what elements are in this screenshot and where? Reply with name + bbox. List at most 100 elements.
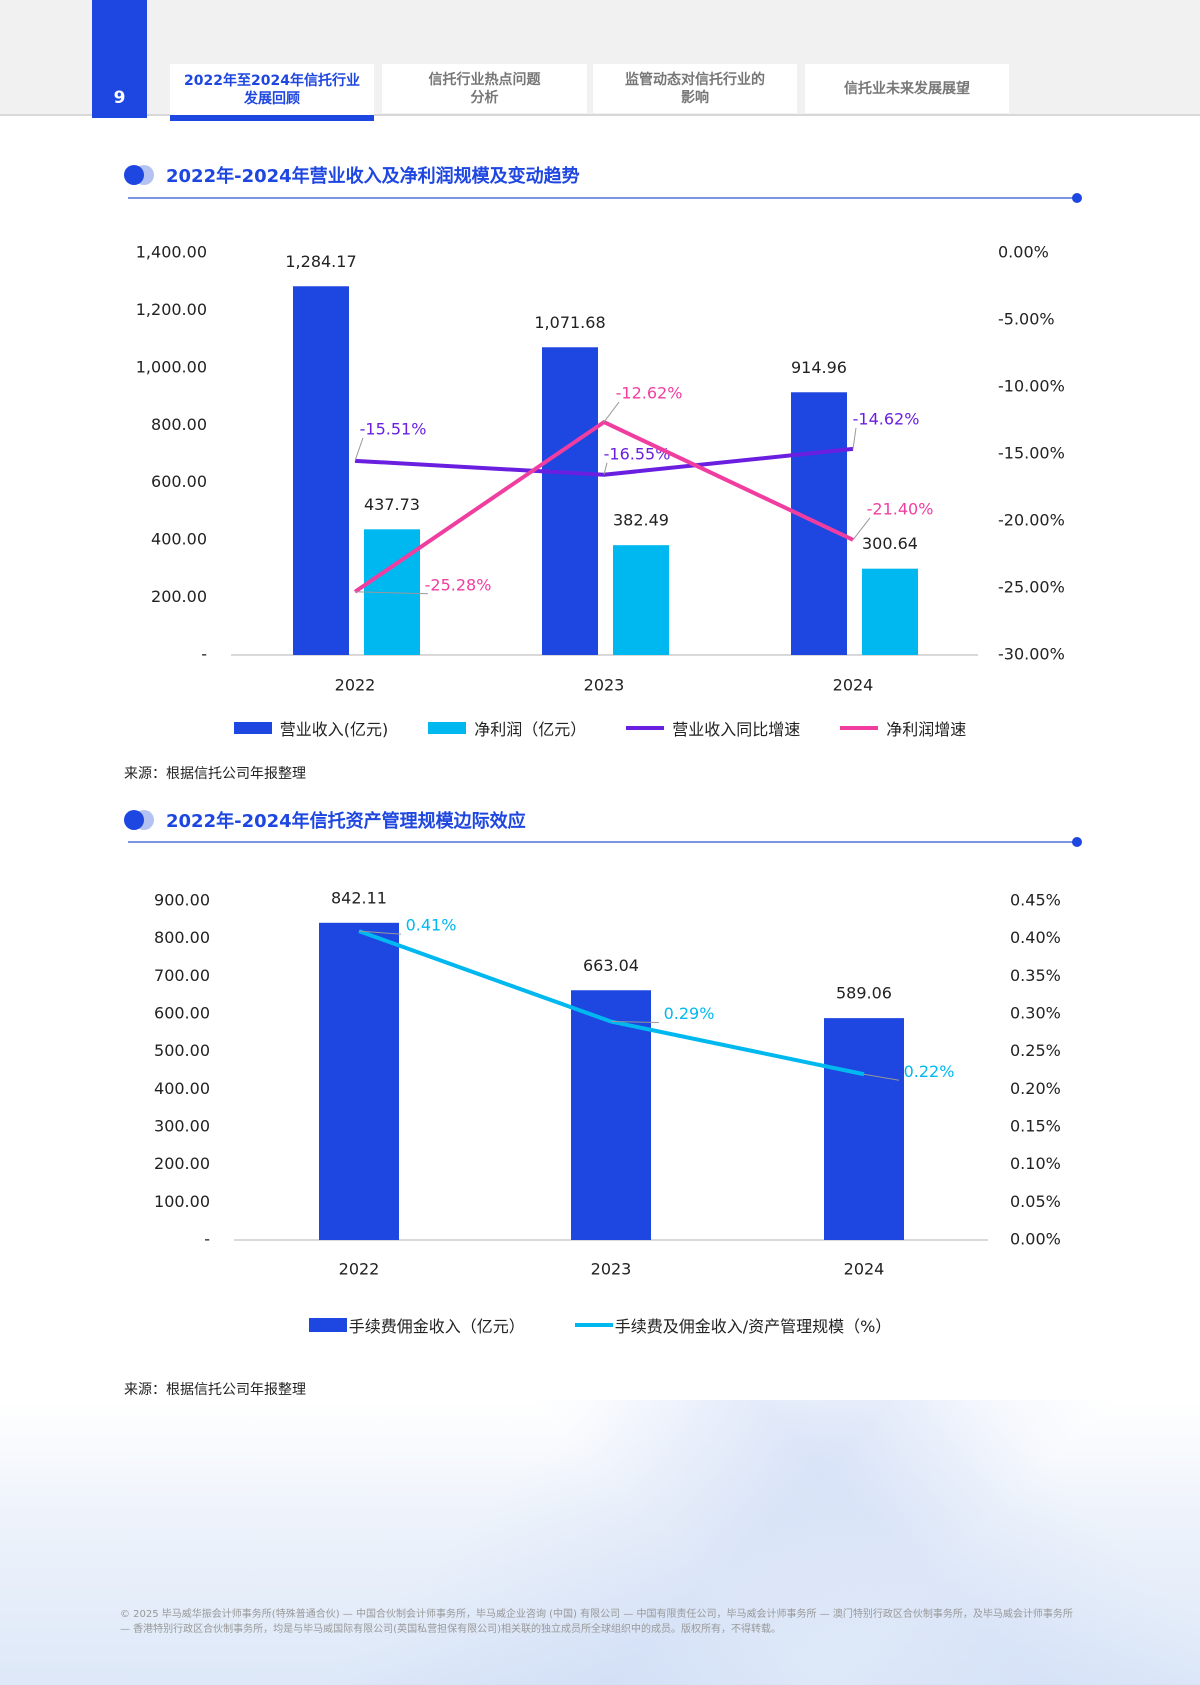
leader-line <box>354 437 364 461</box>
left-tick-label: 500.00 <box>154 1041 210 1060</box>
bar-value-label: 382.49 <box>613 511 669 530</box>
leader-line <box>852 427 857 449</box>
line-value-label: -16.55% <box>604 444 671 463</box>
line-value-label: -14.62% <box>853 409 920 428</box>
x-tick-label: 2023 <box>584 676 625 695</box>
right-tick-label: -30.00% <box>998 645 1065 664</box>
bar-value-label: 842.11 <box>331 888 387 907</box>
tab-outlook[interactable]: 信托业未来发展展望 <box>805 64 1009 113</box>
right-tick-label: -5.00% <box>998 310 1055 329</box>
legend-swatch <box>428 722 467 734</box>
legend-label: 净利润（亿元） <box>474 720 587 739</box>
tab-review[interactable]: 2022年至2024年信托行业 发展回顾 <box>170 64 374 121</box>
bar <box>824 1018 904 1240</box>
right-tick-label: 0.20% <box>1010 1079 1061 1098</box>
legend-item: 净利润（亿元） <box>428 716 586 740</box>
left-tick-label: 300.00 <box>154 1117 210 1136</box>
line-value-label: -25.28% <box>425 575 492 594</box>
left-tick-label: - <box>201 645 207 664</box>
tab-hot-issues[interactable]: 信托行业热点问题 分析 <box>382 64 587 113</box>
legend-swatch <box>233 722 272 734</box>
legend-item: 净利润增速 <box>840 716 966 740</box>
legend-label: 手续费佣金收入（亿元） <box>348 1317 525 1336</box>
section1-divider <box>128 193 1082 203</box>
chart2-legend: 手续费佣金收入（亿元） 手续费及佣金收入/资产管理规模（%） <box>0 1313 1200 1337</box>
legend-label: 净利润增速 <box>886 720 967 739</box>
bar-value-label: 1,071.68 <box>534 313 605 332</box>
right-tick-label: -25.00% <box>998 578 1065 597</box>
chart1-legend: 营业收入(亿元) 净利润（亿元） 营业收入同比增速 净利润增速 <box>0 716 1200 740</box>
bar <box>542 347 598 655</box>
left-tick-label: - <box>204 1230 210 1249</box>
section2-title: 2022年-2024年信托资产管理规模边际效应 <box>124 807 526 833</box>
leader-line <box>863 1073 900 1081</box>
right-tick-label: 0.30% <box>1010 1004 1061 1023</box>
right-tick-label: 0.45% <box>1010 891 1061 910</box>
legend-label: 营业收入同比增速 <box>672 720 801 739</box>
bar-value-label: 437.73 <box>364 495 420 514</box>
x-tick-label: 2024 <box>833 676 874 695</box>
right-tick-label: -20.00% <box>998 511 1065 530</box>
leader-line <box>610 1021 660 1024</box>
right-tick-label: 0.40% <box>1010 928 1061 947</box>
copyright-footer: © 2025 毕马威华振会计师事务所(特殊普通合伙) — 中国合伙制会计师事务所… <box>120 1609 1073 1635</box>
legend-swatch <box>626 726 665 730</box>
left-tick-label: 800.00 <box>151 415 207 434</box>
bar-value-label: 663.04 <box>583 956 639 975</box>
bar-value-label: 914.96 <box>791 358 847 377</box>
x-tick-label: 2022 <box>335 676 376 695</box>
line-value-label: -21.40% <box>867 499 934 518</box>
bullet-icon <box>124 810 156 830</box>
leader-line <box>354 591 429 595</box>
left-tick-label: 200.00 <box>154 1154 210 1173</box>
leader-line <box>603 462 608 475</box>
left-tick-label: 600.00 <box>154 1004 210 1023</box>
page-number: 9 <box>92 0 147 118</box>
legend-label: 手续费及佣金收入/资产管理规模（%） <box>614 1317 892 1336</box>
leader-line <box>852 517 871 541</box>
leader-line <box>603 401 620 423</box>
x-tick-label: 2022 <box>339 1260 380 1279</box>
left-tick-label: 1,200.00 <box>136 300 207 319</box>
chart2-source: 来源：根据信托公司年报整理 <box>124 1382 306 1398</box>
left-tick-label: 700.00 <box>154 966 210 985</box>
section2-title-text: 2022年-2024年信托资产管理规模边际效应 <box>166 811 526 832</box>
legend-swatch <box>574 1323 613 1327</box>
left-tick-label: 200.00 <box>151 587 207 606</box>
right-tick-label: 0.00% <box>1010 1230 1061 1249</box>
legend-swatch <box>308 1318 347 1332</box>
right-tick-label: -15.00% <box>998 444 1065 463</box>
bar <box>293 286 349 655</box>
left-tick-label: 400.00 <box>154 1079 210 1098</box>
left-tick-label: 100.00 <box>154 1192 210 1211</box>
right-tick-label: 0.25% <box>1010 1041 1061 1060</box>
right-tick-label: 0.10% <box>1010 1154 1061 1173</box>
bullet-icon <box>124 165 156 185</box>
right-tick-label: 0.15% <box>1010 1117 1061 1136</box>
bar-value-label: 300.64 <box>862 534 918 553</box>
line-value-label: -12.62% <box>616 384 683 403</box>
right-tick-label: 0.05% <box>1010 1192 1061 1211</box>
tab-regulation[interactable]: 监管动态对信托行业的 影响 <box>593 64 797 113</box>
legend-item: 手续费及佣金收入/资产管理规模（%） <box>574 1313 892 1337</box>
x-tick-label: 2024 <box>844 1260 885 1279</box>
left-tick-label: 900.00 <box>154 891 210 910</box>
right-tick-label: -10.00% <box>998 377 1065 396</box>
right-tick-label: 0.35% <box>1010 966 1061 985</box>
bar <box>571 990 651 1240</box>
line-value-label: 0.41% <box>406 916 457 935</box>
bar-value-label: 589.06 <box>836 984 892 1003</box>
left-tick-label: 400.00 <box>151 530 207 549</box>
legend-item: 营业收入(亿元) <box>233 716 388 740</box>
line-value-label: -15.51% <box>360 419 427 438</box>
left-tick-label: 600.00 <box>151 472 207 491</box>
section1-title-text: 2022年-2024年营业收入及净利润规模及变动趋势 <box>166 166 580 187</box>
x-tick-label: 2023 <box>591 1260 632 1279</box>
legend-item: 手续费佣金收入（亿元） <box>308 1313 525 1337</box>
line-value-label: 0.29% <box>664 1004 715 1023</box>
left-tick-label: 1,000.00 <box>136 357 207 376</box>
bar-value-label: 1,284.17 <box>285 252 356 271</box>
section2-divider <box>128 837 1082 847</box>
left-tick-label: 1,400.00 <box>136 243 207 262</box>
